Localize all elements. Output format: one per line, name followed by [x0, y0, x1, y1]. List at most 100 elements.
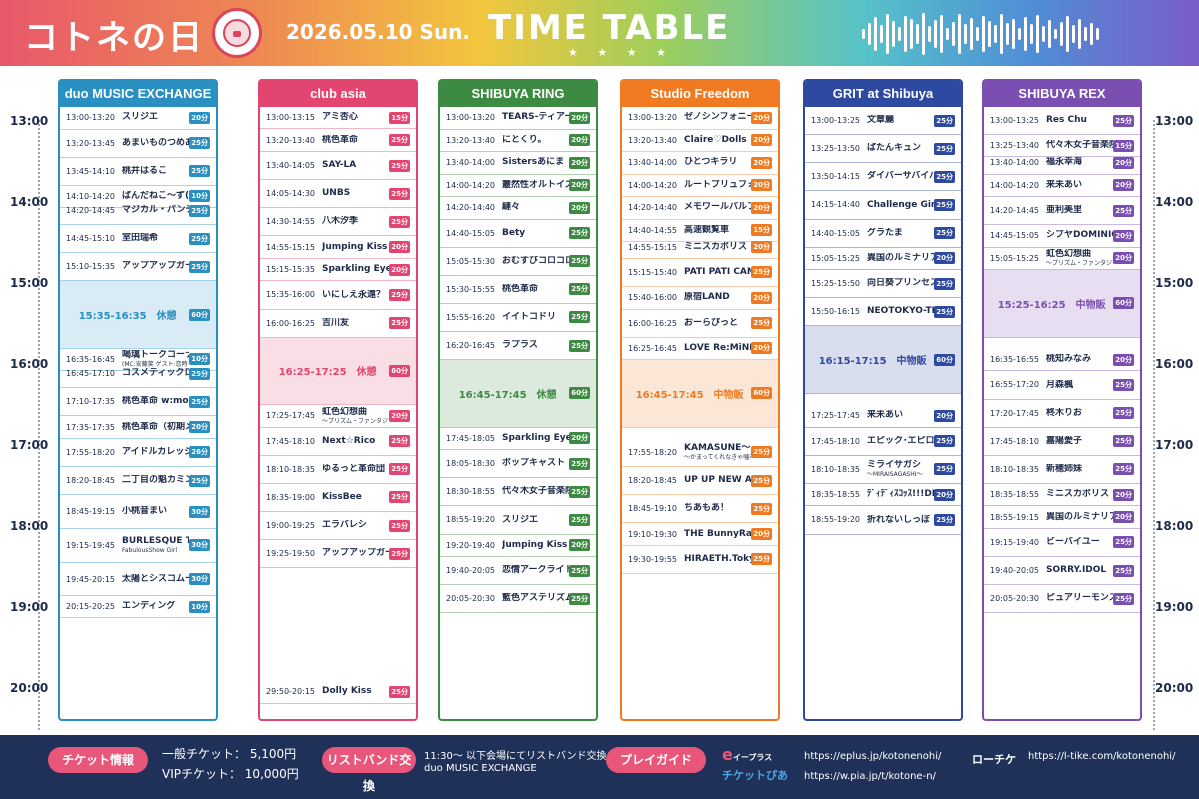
slot-name: TEARS-ティアーズ-	[502, 112, 569, 123]
slot-name: おーらぴっと	[684, 317, 739, 328]
slot-time: 13:40-14:05	[266, 161, 315, 171]
slot-time: 13:00-13:20	[446, 113, 495, 123]
duration-badge: 20分	[569, 432, 590, 445]
slot-time: 19:25-19:50	[266, 549, 315, 559]
performance-slot: 13:20-13:45 あまいものつめあわせ25分	[60, 130, 216, 158]
slot-name: 柊木りお	[1046, 407, 1083, 418]
duration-badge: 20分	[189, 421, 210, 434]
performance-slot: 18:10-18:35 ミライサガシ 〜MIRAISAGASHI〜 25分	[805, 456, 961, 484]
duration-badge: 25分	[751, 446, 772, 459]
break-label: 16:25-17:25 休憩	[266, 363, 389, 378]
slot-name: Sparkling Eyes	[502, 432, 569, 443]
footer-info: チケット情報 一般チケット： 5,100円 VIPチケット： 10,000円 リ…	[0, 735, 1199, 799]
venue-column-freedom: Studio Freedom 13:00-13:20 ゼノシンフォニー 20分 13:2…	[620, 79, 780, 721]
duration-badge: 25分	[389, 215, 410, 228]
slot-time: 17:25-17:45	[266, 411, 315, 421]
performance-slot: 17:55-18:20 KAMASUNE〜〜かまってくれなきゃ噛むちゃうもん〜25…	[622, 439, 778, 467]
stars-decoration: ★ ★ ★ ★	[568, 46, 674, 59]
slot-name: 小桃音まい	[122, 506, 168, 517]
slot-name: 中物販	[713, 389, 744, 401]
slot-time: 15:35-16:00	[266, 290, 315, 300]
duration-badge: 20分	[751, 342, 772, 355]
performance-slot: 13:45-14:10 桃井はるこ 25分	[60, 158, 216, 186]
slot-time: 18:55-19:20	[446, 515, 495, 525]
duration-badge: 60分	[389, 364, 410, 377]
slot-subtitle: FabulousShow Girl	[122, 547, 178, 555]
slot-time: 19:15-19:40	[990, 537, 1039, 547]
duration-badge: 30分	[189, 573, 210, 585]
performance-slot: 13:00-13:15 アミ杏心 15分	[260, 107, 416, 129]
slot-time: 14:55-15:15	[266, 242, 315, 252]
slot-name: 縺々	[502, 202, 521, 213]
slot-time: 16:35-16:55	[990, 355, 1039, 365]
slot-name: ゆるっと革命団	[322, 463, 386, 474]
time-axis-label: 18:00	[1155, 519, 1194, 533]
performance-slot: 19:00-19:25 エラバレシ 25分	[260, 512, 416, 541]
slot-time: 13:00-13:25	[811, 116, 860, 126]
performance-slot: 13:25-13:40 代々木女子音楽院 15分	[984, 135, 1140, 158]
duration-badge: 25分	[189, 474, 210, 487]
slot-subtitle: (MC:安藤笑 ゲスト:恋時じゅあ)	[122, 361, 189, 369]
performance-slot: 15:50-16:15 NEOTOKYO-TRIBE25分	[805, 298, 961, 327]
performance-slot: 14:05-14:30 UNBS 25分	[260, 180, 416, 209]
performance-slot: 15:25-15:50 向日葵プリンセス 25分	[805, 270, 961, 299]
duration-badge: 20分	[751, 291, 772, 304]
slot-time: 18:35-19:00	[266, 492, 315, 502]
slot-name: グラたま	[867, 227, 903, 238]
slot-name: ミニスカポリス	[684, 241, 748, 252]
performance-slot: 15:10-15:35 アップアップガールズ(仮)25分	[60, 253, 216, 282]
slot-time: 18:20-18:45	[66, 476, 115, 486]
duration-badge: 25分	[569, 513, 590, 526]
duration-badge: 25分	[569, 227, 590, 240]
duration-badge: 25分	[389, 288, 410, 301]
slot-name: THE BunnyRap	[684, 528, 752, 539]
performance-slot: 14:40-15:05 Bety 25分	[440, 220, 596, 248]
slot-name: ひとつキラリ	[684, 157, 738, 168]
slot-time: 19:20-19:40	[446, 540, 495, 550]
venue-column-rex: SHIBUYA REX 13:00-13:25 Res Chu 25分 13:25-13…	[982, 79, 1142, 721]
performance-slot: 17:45-18:10 エピック･エピローグ 第3番25分	[805, 428, 961, 456]
slot-name: 新穂姉妹	[1046, 463, 1083, 474]
venue-column-duo: duo MUSIC EXCHANGE 13:00-13:20 スリジエ 20分 13:2…	[58, 79, 218, 721]
header-banner: コトネの日 2026.05.10 Sun. TIME TABLE ★ ★ ★ ★	[0, 0, 1199, 66]
slot-name: エラバレシ	[322, 520, 367, 531]
duration-badge: 20分	[569, 156, 590, 169]
venue-header: Studio Freedom	[622, 81, 778, 107]
time-axis-label: 18:00	[10, 519, 49, 533]
duration-badge: 20分	[569, 179, 590, 192]
slot-name: Jumping Kiss	[322, 241, 388, 252]
duration-badge: 25分	[389, 463, 410, 476]
time-axis-label: 13:00	[10, 114, 49, 128]
eplus-url-link[interactable]: https://eplus.jp/kotonenohi/	[804, 751, 942, 762]
ticket-info-badge: チケット情報	[48, 747, 148, 773]
slot-name: アミ杏心	[322, 112, 358, 123]
performance-slot: 16:20-16:45 ラプラス 25分	[440, 332, 596, 361]
performance-slot: 19:15-19:45 BURLESQUE TOKYOFabulousShow G…	[60, 529, 216, 563]
duration-badge: 20分	[751, 528, 772, 540]
duration-badge: 20分	[1113, 252, 1134, 265]
duration-badge: 20分	[569, 134, 590, 147]
slot-name: 叢然性オルトイズム	[502, 179, 569, 190]
duration-badge: 30分	[189, 505, 210, 518]
performance-slot: 15:05-15:25 虹色幻想曲〜プリズム・ファンタジア〜20分	[984, 248, 1140, 271]
slot-name: マジカル・パンチライン	[122, 205, 189, 216]
slot-name: ぱたんキュン	[867, 143, 922, 154]
pia-url-link[interactable]: https://w.pia.jp/t/kotone-n/	[804, 771, 936, 782]
duration-badge: 20分	[934, 409, 955, 422]
slot-name: 異国のルミナリア	[867, 252, 935, 263]
slot-time: 13:50-14:15	[811, 172, 860, 182]
performance-slot: 19:25-19:50 アップアップガールズ(2)25分	[260, 540, 416, 569]
duration-badge: 20分	[1113, 353, 1134, 366]
time-axis-label: 16:00	[10, 357, 49, 371]
performance-slot: 18:35-18:55 ミニスカポリス 20分	[984, 484, 1140, 507]
slot-name: エンディング	[122, 601, 176, 612]
duration-badge: 25分	[1113, 204, 1134, 217]
slot-time: 14:40-15:05	[446, 228, 495, 238]
lawson-url-link[interactable]: https://l-tike.com/kotonenohi/	[1028, 751, 1176, 762]
performance-slot: 18:35-18:55 ﾃﾞｨﾃﾞｨｽｺｯｽ!!!DDS!!20分	[805, 484, 961, 507]
duration-badge: 20分	[1113, 488, 1134, 501]
performance-slot: 14:20-14:40 縺々 20分	[440, 197, 596, 220]
slot-time: 13:25-13:40	[990, 141, 1039, 151]
sound-wave-icon	[862, 12, 1172, 56]
break-label: 16:15-17:15 中物販	[811, 352, 934, 367]
